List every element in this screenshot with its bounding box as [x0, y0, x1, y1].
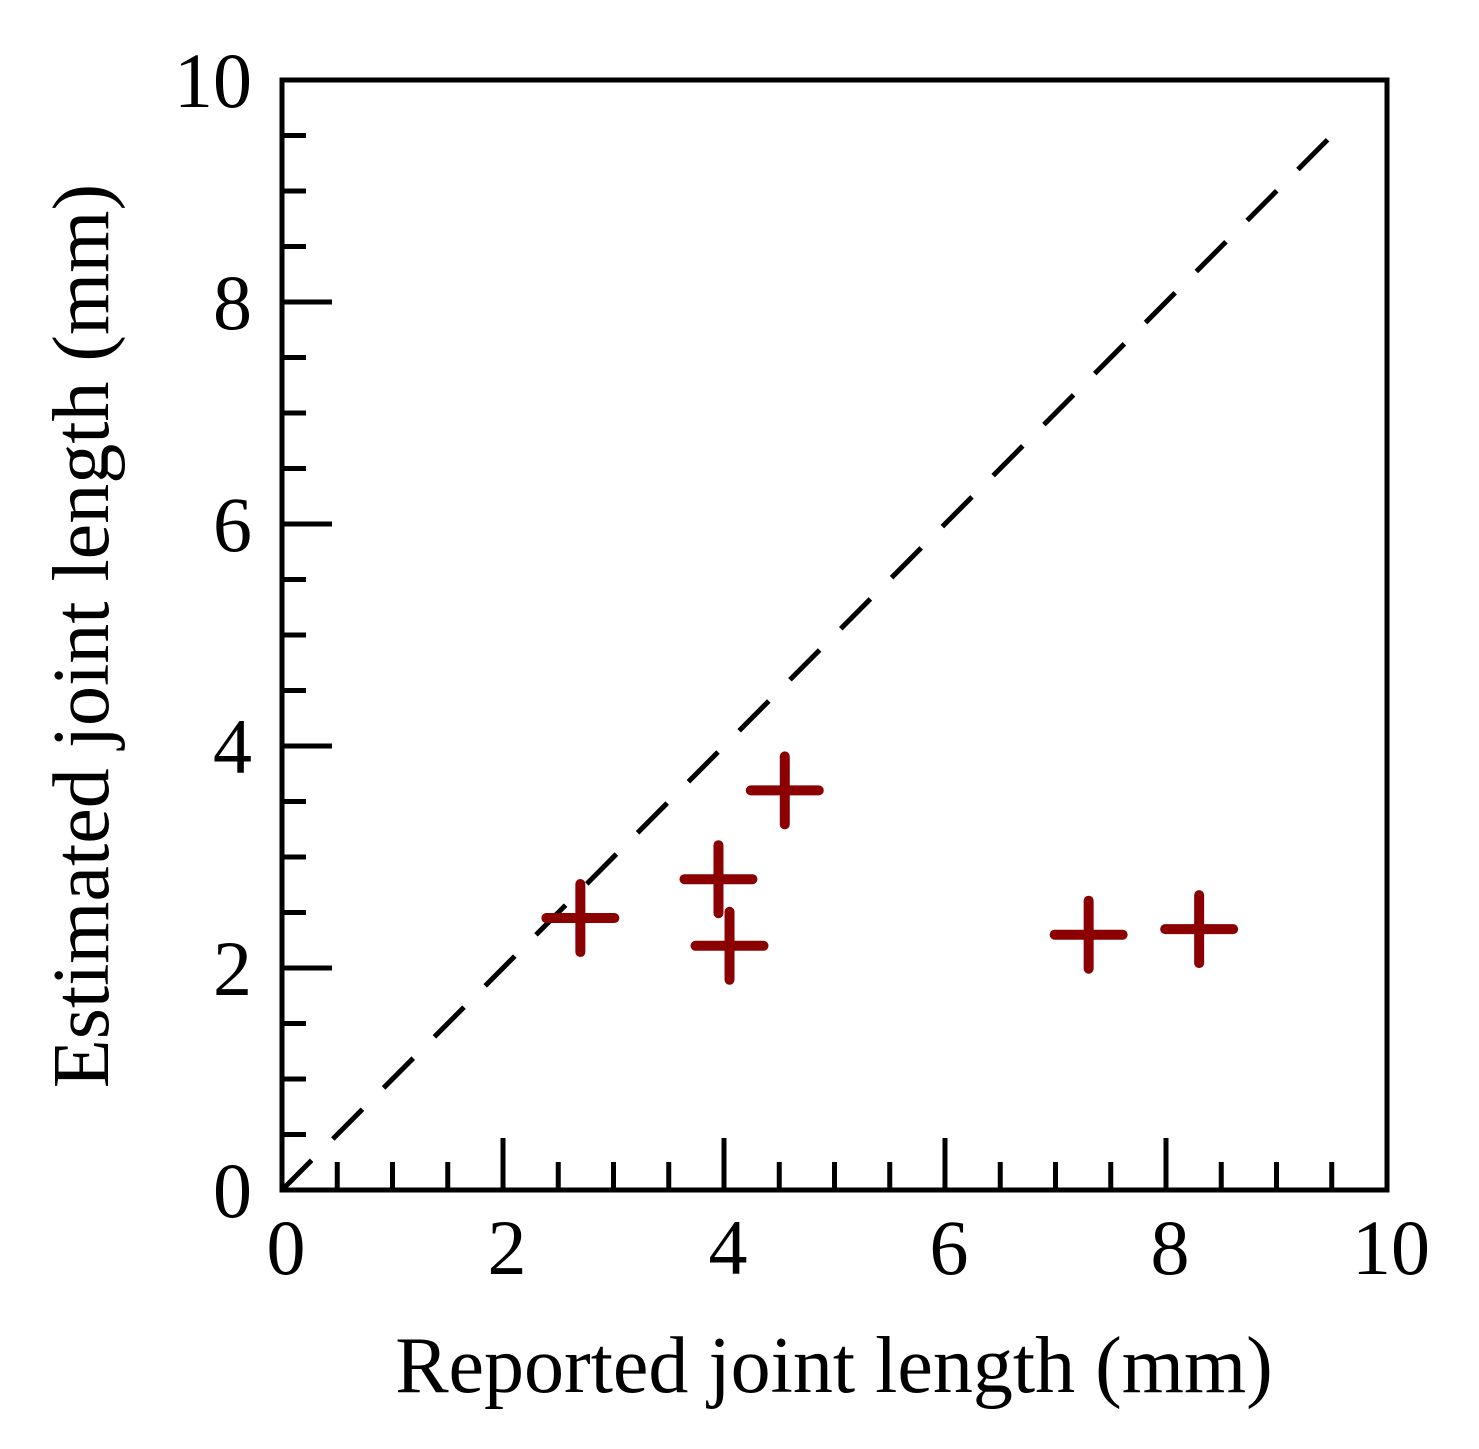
data-point-plus-marker — [1160, 890, 1239, 969]
major-ticks — [282, 299, 1169, 1190]
x-tick-label: 8 — [1151, 1204, 1190, 1291]
data-point-plus-marker — [745, 751, 824, 830]
y-tick-label: 8 — [213, 259, 252, 346]
data-point-plus-marker — [541, 879, 620, 958]
y-axis-tick-labels: 0 2 4 6 8 10 — [174, 37, 252, 1234]
y-tick-label: 0 — [213, 1147, 252, 1234]
identity-reference-line — [280, 122, 1345, 1192]
x-tick-label: 10 — [1352, 1204, 1430, 1291]
plot-area-frame — [279, 77, 1390, 1193]
data-point-plus-marker — [679, 840, 758, 919]
x-tick-label: 2 — [488, 1204, 527, 1291]
data-markers — [541, 751, 1239, 985]
x-tick-label: 6 — [930, 1204, 969, 1291]
y-tick-label: 4 — [213, 703, 252, 790]
x-tick-label: 0 — [267, 1204, 306, 1291]
y-tick-label: 10 — [174, 37, 252, 124]
y-axis-title: Estimated joint length (mm) — [38, 184, 126, 1088]
x-tick-label: 4 — [709, 1204, 748, 1291]
y-tick-label: 2 — [213, 925, 252, 1012]
data-point-plus-marker — [1049, 895, 1128, 974]
x-axis-tick-labels: 0 2 4 6 8 10 — [267, 1204, 1431, 1291]
minor-ticks — [282, 133, 1335, 1190]
x-axis-title: Reported joint length (mm) — [395, 1322, 1273, 1410]
data-point-plus-marker — [690, 906, 769, 985]
y-tick-label: 6 — [213, 481, 252, 568]
